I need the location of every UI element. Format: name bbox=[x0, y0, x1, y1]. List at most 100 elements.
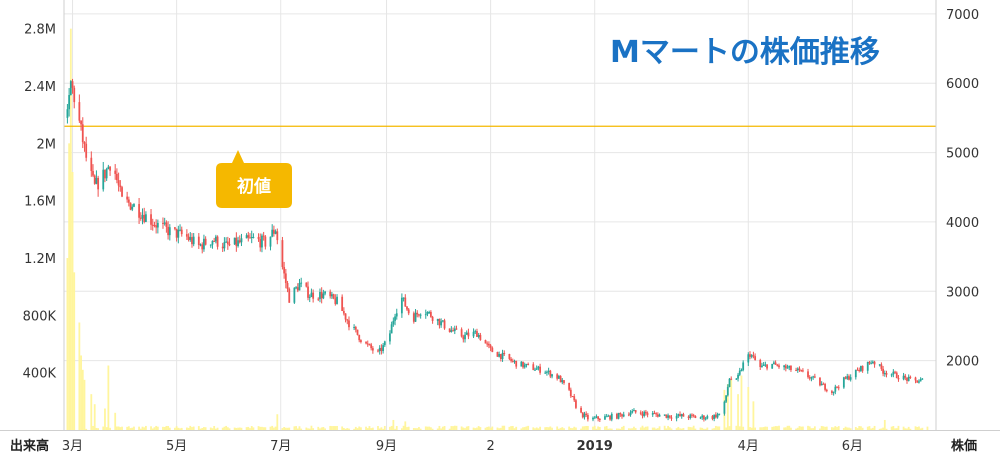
candle-body bbox=[511, 360, 514, 362]
candle-body bbox=[165, 222, 168, 227]
volume-bar bbox=[581, 426, 584, 430]
volume-bar bbox=[711, 428, 714, 430]
volume-bar bbox=[860, 426, 862, 430]
candle-body bbox=[778, 365, 780, 368]
volume-bar bbox=[356, 428, 359, 430]
volume-bar bbox=[680, 428, 683, 430]
volume-bar bbox=[615, 428, 618, 430]
volume-bar bbox=[156, 426, 159, 430]
volume-bar bbox=[477, 426, 480, 430]
x-tick-label: 7月 bbox=[270, 439, 291, 454]
volume-bar bbox=[464, 428, 466, 430]
volume-bar bbox=[784, 427, 787, 430]
volume-bar bbox=[807, 425, 809, 430]
volume-bar bbox=[656, 428, 659, 430]
candle-body bbox=[808, 377, 811, 379]
volume-bar bbox=[189, 425, 192, 430]
candle-body bbox=[726, 386, 729, 396]
candle-body bbox=[368, 344, 371, 346]
volume-bar bbox=[81, 369, 84, 430]
volume-bar bbox=[383, 425, 386, 430]
candle-body bbox=[641, 413, 644, 416]
candle-body bbox=[105, 168, 108, 179]
volume-bar bbox=[428, 426, 431, 430]
candle-body bbox=[832, 391, 835, 393]
candle-body bbox=[324, 291, 326, 294]
volume-bar bbox=[752, 401, 755, 430]
candle-body bbox=[441, 320, 444, 322]
volume-bar bbox=[296, 428, 299, 430]
candle-body bbox=[796, 368, 799, 371]
volume-bar bbox=[479, 427, 482, 430]
volume-bar bbox=[819, 428, 821, 430]
candle-body bbox=[856, 369, 859, 371]
candle-body bbox=[139, 217, 142, 219]
candle-body bbox=[153, 224, 156, 226]
candle-body bbox=[716, 414, 719, 418]
candle-body bbox=[489, 345, 492, 348]
candle-body bbox=[704, 418, 707, 420]
volume-bar bbox=[392, 419, 395, 430]
candle-body bbox=[766, 364, 768, 369]
candle-body bbox=[813, 376, 816, 378]
candle-body bbox=[486, 343, 489, 345]
candle-body bbox=[395, 313, 398, 317]
volume-bar bbox=[750, 427, 753, 430]
candle-body bbox=[738, 370, 741, 375]
candle-body bbox=[559, 375, 562, 383]
y-left-tick-label: 2.4M bbox=[24, 80, 56, 95]
volume-bar bbox=[735, 425, 738, 430]
volume-bar bbox=[187, 427, 190, 430]
volume-bar bbox=[563, 428, 565, 430]
candle-body bbox=[771, 363, 774, 369]
volume-bar bbox=[631, 428, 634, 430]
volume-bar bbox=[138, 426, 140, 430]
volume-bar bbox=[141, 426, 144, 430]
volume-bar bbox=[319, 428, 321, 430]
candle-body bbox=[274, 231, 277, 234]
candle-body bbox=[448, 328, 451, 332]
candle-body bbox=[573, 396, 576, 401]
volume-bar bbox=[407, 426, 410, 430]
candle-body bbox=[356, 329, 359, 335]
volume-bar bbox=[610, 428, 613, 430]
volume-bar bbox=[592, 426, 594, 430]
volume-bar bbox=[880, 428, 883, 430]
volume-bar bbox=[117, 426, 120, 430]
candle-body bbox=[786, 367, 789, 369]
candle-body bbox=[174, 227, 176, 229]
volume-bar bbox=[354, 426, 357, 430]
candle-body bbox=[880, 364, 883, 369]
volume-bar bbox=[462, 427, 465, 430]
volume-bar bbox=[776, 426, 779, 430]
candle-body bbox=[557, 375, 560, 379]
candle-body bbox=[476, 331, 478, 337]
candle-body bbox=[272, 229, 275, 234]
candle-body bbox=[491, 347, 494, 353]
candle-body bbox=[131, 206, 134, 210]
volume-bar bbox=[204, 427, 207, 430]
candle-body bbox=[284, 273, 287, 284]
volume-bar bbox=[353, 428, 355, 430]
volume-bar bbox=[90, 394, 93, 430]
candle-body bbox=[544, 372, 547, 374]
volume-bar bbox=[414, 428, 417, 430]
candle-body bbox=[549, 370, 552, 377]
candle-body bbox=[634, 410, 637, 413]
volume-bar bbox=[645, 426, 647, 430]
volume-bar bbox=[465, 426, 468, 430]
candle-body bbox=[392, 320, 395, 325]
volume-bar bbox=[180, 427, 183, 430]
volume-bar bbox=[515, 426, 518, 430]
candle-body bbox=[418, 314, 420, 316]
volume-bar bbox=[342, 427, 345, 430]
y-right-tick-label: 4000 bbox=[946, 216, 979, 231]
candle-body bbox=[168, 227, 171, 236]
volume-bar bbox=[687, 426, 690, 430]
volume-bar bbox=[143, 427, 146, 430]
volume-bar bbox=[547, 427, 550, 430]
volume-bar bbox=[679, 428, 681, 430]
candle-body bbox=[706, 416, 709, 419]
volume-bar bbox=[609, 428, 611, 430]
candle-body bbox=[288, 288, 291, 303]
